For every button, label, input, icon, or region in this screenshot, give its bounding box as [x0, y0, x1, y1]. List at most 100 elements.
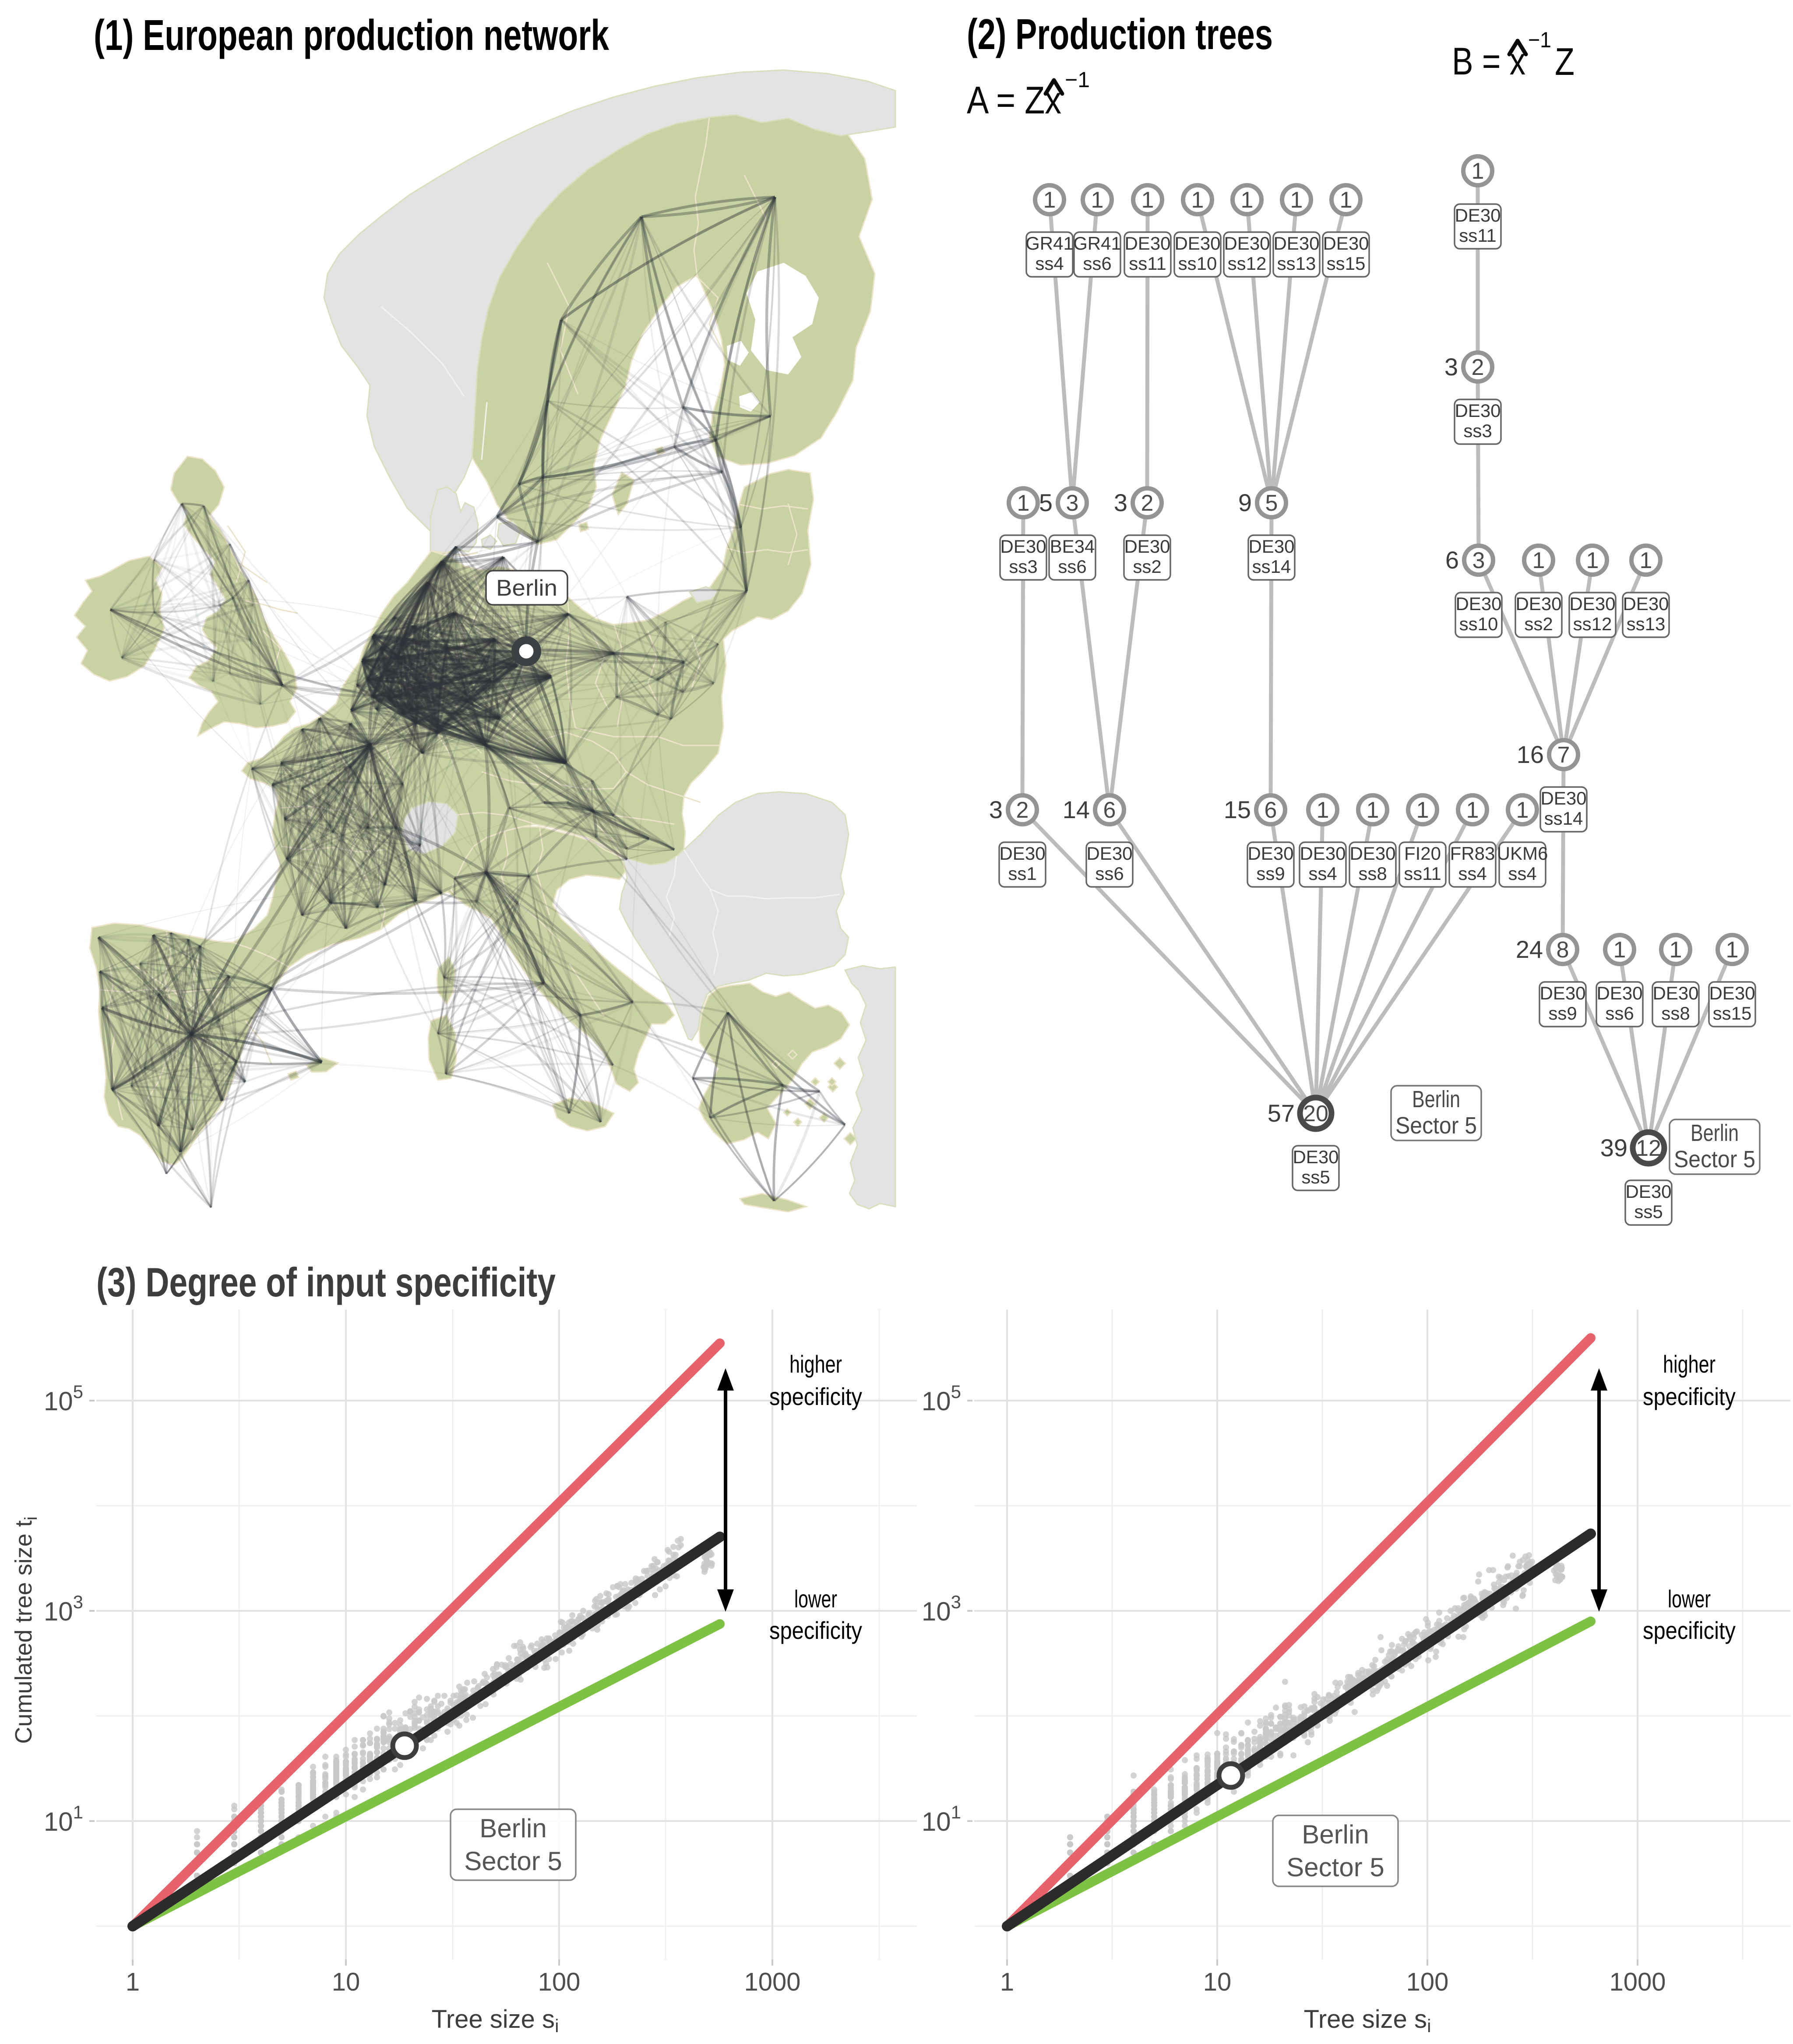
svg-text:2: 2 — [1472, 355, 1484, 380]
svg-text:1: 1 — [1000, 1968, 1014, 1996]
svg-text:ss2: ss2 — [1133, 556, 1161, 577]
svg-text:5: 5 — [1265, 491, 1278, 516]
svg-text:10: 10 — [332, 1968, 360, 1996]
svg-text:Z: Z — [1555, 40, 1575, 83]
svg-text:DE30: DE30 — [1323, 233, 1369, 254]
svg-text:ss11: ss11 — [1404, 863, 1441, 884]
svg-text:DE30: DE30 — [1625, 1181, 1671, 1202]
svg-text:ss6: ss6 — [1095, 863, 1124, 884]
svg-text:1: 1 — [1726, 937, 1739, 963]
svg-text:ss8: ss8 — [1358, 863, 1387, 884]
svg-text:ss4: ss4 — [1508, 863, 1536, 884]
svg-text:101: 101 — [44, 1802, 83, 1836]
svg-text:24: 24 — [1516, 936, 1543, 963]
svg-text:ss3: ss3 — [1009, 556, 1037, 577]
svg-text:DE30: DE30 — [1086, 843, 1132, 864]
svg-text:100: 100 — [1406, 1968, 1449, 1996]
svg-text:1: 1 — [1416, 798, 1429, 823]
svg-text:3: 3 — [1472, 548, 1485, 573]
svg-text:DE30: DE30 — [1273, 233, 1319, 254]
svg-text:specificity: specificity — [769, 1617, 862, 1644]
svg-text:DE30: DE30 — [1540, 788, 1586, 808]
svg-text:1: 1 — [1043, 187, 1056, 213]
svg-text:39: 39 — [1600, 1134, 1627, 1161]
svg-text:DE30: DE30 — [1623, 593, 1669, 614]
svg-text:ss5: ss5 — [1634, 1201, 1663, 1222]
svg-text:1: 1 — [1317, 798, 1329, 823]
svg-text:DE30: DE30 — [1174, 233, 1220, 254]
svg-text:DE30: DE30 — [1652, 983, 1698, 1003]
svg-text:1: 1 — [1516, 798, 1529, 823]
svg-text:105: 105 — [44, 1381, 83, 1416]
svg-text:DE30: DE30 — [1455, 400, 1501, 421]
svg-text:Tree size si: Tree size si — [432, 2005, 559, 2036]
svg-text:2: 2 — [1141, 491, 1154, 516]
svg-text:GR41: GR41 — [1025, 233, 1074, 254]
svg-text:ss10: ss10 — [1178, 253, 1217, 274]
svg-text:1: 1 — [1141, 187, 1154, 213]
svg-text:DE30: DE30 — [1455, 205, 1501, 226]
svg-text:−1: −1 — [1528, 28, 1551, 52]
svg-text:ss6: ss6 — [1058, 556, 1086, 577]
svg-text:ss4: ss4 — [1035, 253, 1064, 274]
svg-text:DE30: DE30 — [1124, 233, 1170, 254]
svg-text:3: 3 — [989, 796, 1003, 823]
svg-text:ss14: ss14 — [1544, 808, 1583, 829]
svg-text:Berlin: Berlin — [1691, 1120, 1739, 1146]
svg-text:A = Zx: A = Zx — [967, 78, 1061, 122]
svg-text:lower: lower — [1668, 1585, 1711, 1613]
svg-text:DE30: DE30 — [1124, 536, 1170, 557]
svg-text:7: 7 — [1557, 742, 1570, 768]
svg-text:Berlin: Berlin — [1412, 1086, 1460, 1112]
svg-text:ss6: ss6 — [1605, 1003, 1634, 1024]
svg-text:UKM6: UKM6 — [1497, 843, 1548, 864]
svg-text:1000: 1000 — [1609, 1968, 1666, 1996]
svg-text:100: 100 — [538, 1968, 581, 1996]
svg-text:6: 6 — [1445, 546, 1459, 574]
svg-text:ss4: ss4 — [1308, 863, 1337, 884]
svg-text:DE30: DE30 — [999, 843, 1045, 864]
svg-text:20: 20 — [1303, 1101, 1328, 1126]
svg-text:16: 16 — [1517, 741, 1544, 768]
svg-text:Berlin: Berlin — [1302, 1820, 1369, 1849]
svg-text:higher: higher — [789, 1350, 842, 1378]
svg-text:1: 1 — [1367, 798, 1379, 823]
svg-text:−1: −1 — [1065, 67, 1090, 92]
svg-text:1: 1 — [1670, 937, 1682, 963]
svg-text:1000: 1000 — [744, 1968, 800, 1996]
svg-text:DE30: DE30 — [1515, 593, 1561, 614]
svg-text:ss4: ss4 — [1458, 863, 1487, 884]
svg-text:3: 3 — [1066, 491, 1079, 516]
svg-text:Berlin: Berlin — [479, 1814, 546, 1843]
svg-text:10: 10 — [1203, 1968, 1232, 1996]
svg-text:1: 1 — [1340, 187, 1353, 213]
svg-text:specificity: specificity — [1643, 1617, 1736, 1644]
svg-text:9: 9 — [1238, 489, 1252, 516]
svg-text:ss13: ss13 — [1627, 614, 1666, 634]
svg-text:3: 3 — [1114, 489, 1127, 516]
svg-text:ss15: ss15 — [1713, 1003, 1752, 1024]
svg-text:ss2: ss2 — [1524, 614, 1553, 634]
svg-text:1: 1 — [1241, 187, 1254, 213]
svg-text:15: 15 — [1224, 796, 1251, 823]
svg-text:DE30: DE30 — [1247, 843, 1293, 864]
svg-text:1: 1 — [1290, 187, 1303, 213]
svg-text:57: 57 — [1268, 1099, 1295, 1127]
svg-text:1: 1 — [126, 1968, 140, 1996]
svg-text:Tree size si: Tree size si — [1304, 2005, 1431, 2036]
svg-text:ss11: ss11 — [1129, 253, 1166, 274]
svg-text:DE30: DE30 — [1539, 983, 1585, 1003]
svg-text:5: 5 — [1039, 489, 1053, 516]
svg-text:1: 1 — [1191, 187, 1204, 213]
svg-text:6: 6 — [1265, 798, 1277, 823]
svg-text:ss12: ss12 — [1228, 253, 1267, 274]
svg-text:BE34: BE34 — [1050, 536, 1095, 557]
svg-text:103: 103 — [922, 1592, 961, 1626]
svg-text:specificity: specificity — [1643, 1383, 1736, 1410]
svg-text:ss9: ss9 — [1256, 863, 1285, 884]
svg-text:1: 1 — [1091, 187, 1104, 213]
svg-text:1: 1 — [1466, 798, 1479, 823]
svg-text:ss6: ss6 — [1083, 253, 1111, 274]
svg-text:DE30: DE30 — [1596, 983, 1642, 1003]
svg-text:1: 1 — [1532, 548, 1545, 573]
